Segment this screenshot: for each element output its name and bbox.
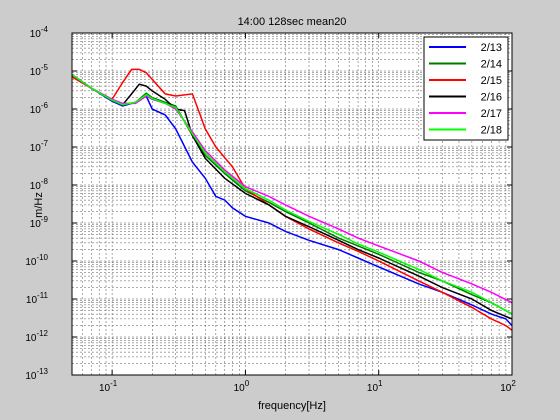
legend-label: 2/14 xyxy=(481,59,502,71)
grid xyxy=(71,32,513,376)
y-tick-label: 10-10 xyxy=(25,253,48,268)
x-tick-label: 100 xyxy=(234,379,250,394)
legend-label: 2/16 xyxy=(481,92,502,104)
series-line-2-18 xyxy=(72,74,512,315)
x-tick-label: 102 xyxy=(500,379,516,394)
y-tick-label: 10-8 xyxy=(30,177,49,192)
y-tick-label: 10-12 xyxy=(25,329,48,344)
y-tick-label: 10-11 xyxy=(26,291,49,306)
legend-label: 2/17 xyxy=(481,108,502,120)
x-tick-label: 10-1 xyxy=(99,379,118,394)
legend-label: 2/13 xyxy=(481,42,502,54)
chart-title: 14:00 128sec mean20 xyxy=(238,16,347,28)
plot-frame xyxy=(71,32,513,376)
legend-label: 2/18 xyxy=(481,125,502,137)
x-tick-label: 101 xyxy=(367,379,383,394)
ticks xyxy=(72,32,513,376)
x-axis-label: frequency[Hz] xyxy=(258,400,326,412)
y-axis-label: m/Hz xyxy=(33,192,45,218)
series-line-2-15 xyxy=(72,68,512,331)
x-tick-labels: 10-1 100 101 102 xyxy=(99,379,516,394)
y-tick-label: 10-7 xyxy=(30,139,49,154)
y-tick-label: 10-6 xyxy=(30,101,49,116)
series-line-2-16 xyxy=(72,74,512,320)
y-tick-label: 10-5 xyxy=(30,63,49,78)
y-tick-label: 10-4 xyxy=(30,25,49,40)
legend-box xyxy=(423,36,509,141)
legend: 2/13 2/14 2/15 2/16 2/17 2/18 xyxy=(423,36,509,141)
y-tick-label: 10-13 xyxy=(25,367,48,382)
legend-label: 2/15 xyxy=(481,75,502,87)
series-group xyxy=(72,68,512,331)
